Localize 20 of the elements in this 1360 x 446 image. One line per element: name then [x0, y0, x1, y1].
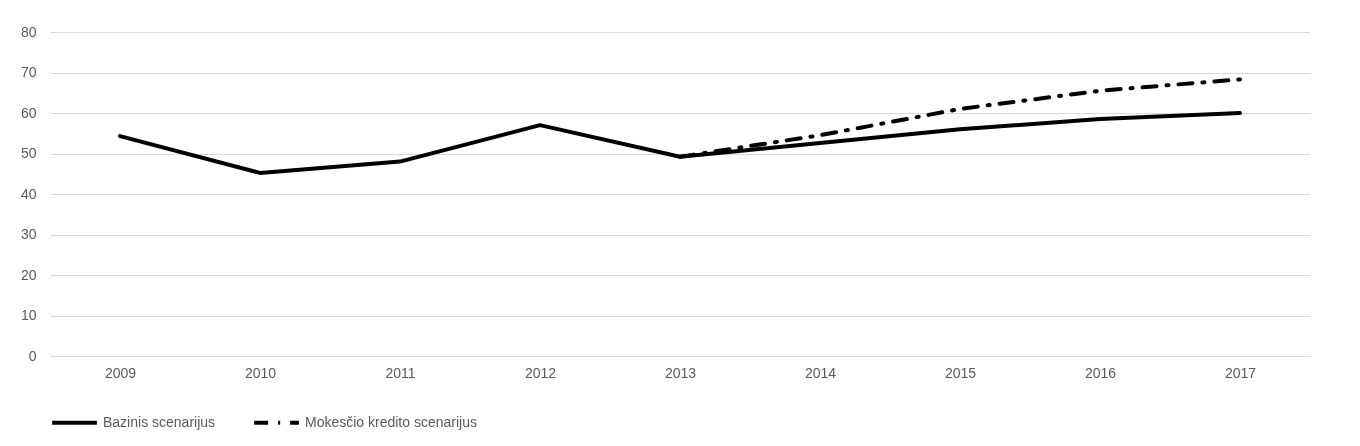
y-tick-label: 60 [20, 104, 37, 121]
y-tick-label: 70 [20, 64, 37, 80]
x-tick-label: 2015 [944, 364, 977, 381]
x-tick-label: 2017 [1224, 364, 1257, 381]
legend-label: Bazinis scenarijus [103, 413, 216, 430]
y-tick-label: 80 [20, 23, 37, 40]
y-tick-label: 30 [20, 226, 37, 242]
x-tick-label: 2010 [244, 364, 277, 381]
y-tick-label: 50 [20, 145, 37, 161]
x-tick-label: 2013 [664, 364, 697, 381]
x-tick-label: 2011 [385, 364, 416, 381]
x-tick-label: 2009 [104, 364, 137, 381]
x-tick-label: 2014 [804, 364, 837, 381]
x-tick-label: 2016 [1084, 364, 1117, 381]
y-tick-label: 0 [28, 347, 37, 364]
y-tick-label: 40 [20, 185, 37, 202]
legend-label: Mokesčio kredito scenarijus [305, 413, 477, 430]
y-tick-label: 10 [20, 307, 37, 323]
x-tick-label: 2012 [524, 364, 557, 381]
y-tick-label: 20 [20, 266, 37, 283]
